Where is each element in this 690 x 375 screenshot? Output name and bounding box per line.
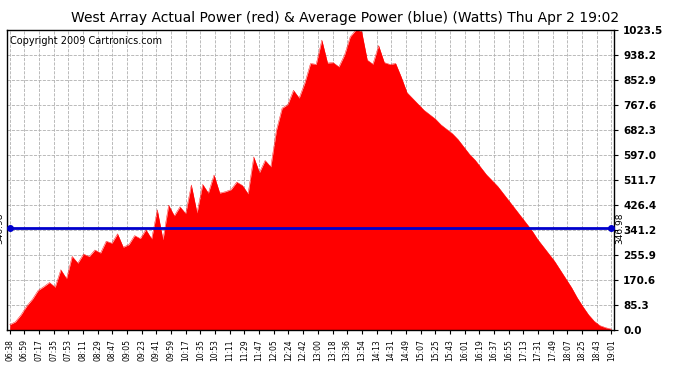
Text: 346.98: 346.98 <box>0 213 4 244</box>
Text: West Array Actual Power (red) & Average Power (blue) (Watts) Thu Apr 2 19:02: West Array Actual Power (red) & Average … <box>71 11 619 25</box>
Text: Copyright 2009 Cartronics.com: Copyright 2009 Cartronics.com <box>10 36 162 46</box>
Text: 346.98: 346.98 <box>615 213 624 244</box>
